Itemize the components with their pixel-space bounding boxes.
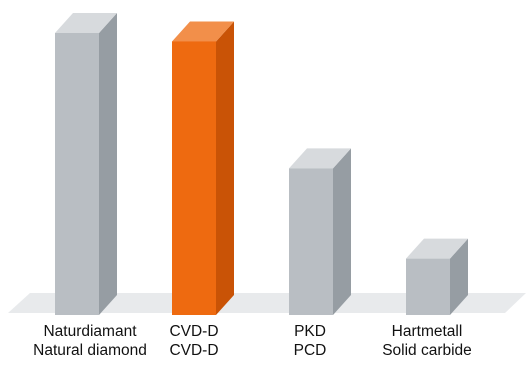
bar-side-face [216,21,234,315]
bar-naturdiamant [55,13,117,315]
bar-front-face [55,33,99,315]
bar-cvd-d [172,21,234,315]
bar-side-face [333,148,351,315]
category-label-hartmetall: Hartmetall Solid carbide [357,322,497,360]
category-label-de: Hartmetall [357,322,497,341]
bar-hartmetall [406,239,468,315]
bars-group [55,13,468,315]
bar-front-face [289,168,333,315]
bar-side-face [99,13,117,315]
bar-pkd [289,148,351,315]
category-label-en: Solid carbide [357,341,497,360]
bar-front-face [406,259,450,315]
bar-front-face [172,41,216,315]
